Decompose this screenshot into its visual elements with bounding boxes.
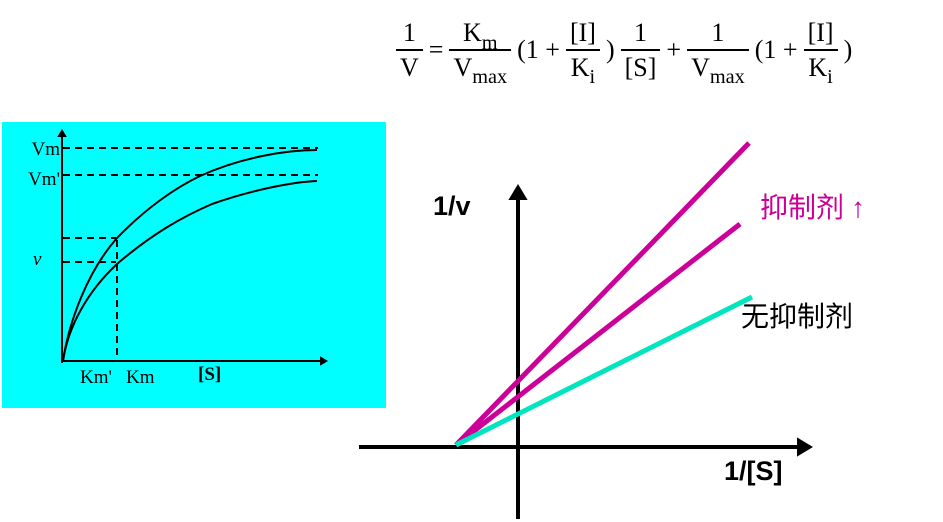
km-base: K: [463, 18, 482, 48]
plus-sign: +: [666, 35, 682, 64]
y-axis-arrowhead-icon: [57, 129, 67, 137]
eq-vmax: Vmax: [449, 51, 511, 89]
km-subscript: m: [481, 32, 498, 55]
eq-ki: Ki: [566, 51, 600, 89]
equals-sign: =: [428, 35, 444, 64]
fraction-km-over-vmax: Km Vmax: [449, 18, 512, 89]
y-axis-arrowhead-icon: [508, 184, 528, 200]
substrate-axis-label: [S]: [198, 364, 222, 385]
saturation-curve-1: [62, 180, 318, 362]
eq-lhs-numerator: 1: [396, 18, 423, 51]
inhibitor-legend-label: 抑制剂 ↑: [760, 193, 866, 224]
fraction-1-over-vmax: 1 Vmax: [687, 18, 749, 89]
x-axis-arrowhead-icon: [797, 437, 813, 457]
fraction-I-over-Ki: [I] Ki: [565, 18, 600, 89]
km-prime-label: Km': [80, 367, 112, 388]
fraction-I-over-Ki-2: [I] Ki: [803, 18, 838, 89]
vmax2-base: V: [691, 52, 710, 82]
reciprocal-line-0: [454, 141, 751, 447]
fraction-1-over-S: 1 [S]: [620, 18, 661, 82]
ki2-base: K: [808, 52, 828, 82]
close-paren: ): [605, 35, 615, 64]
vm-prime-label: Vm': [28, 169, 60, 190]
michaelis-menten-panel: Vm Vm' ν Km' Km [S]: [2, 122, 386, 408]
vmax-base: V: [453, 52, 473, 82]
eq-ki-2: Ki: [804, 51, 838, 89]
reciprocal-velocity-axis-label: 1/v: [433, 191, 471, 221]
eq-intercept-vmax: Vmax: [687, 51, 749, 89]
fraction-1-over-V: 1 V: [396, 18, 423, 82]
saturation-curve-0: [62, 149, 318, 362]
vm-label: Vm: [31, 139, 61, 160]
vmax-subscript: max: [472, 66, 508, 89]
eq-km: Km: [449, 18, 512, 54]
eq-inhibitor-conc-2: [I]: [803, 18, 838, 51]
rate-equation: 1 V = Km Vmax (1 + [I] Ki ) 1 [S] + 1 Vm…: [396, 2, 853, 98]
open-paren-1-plus: (1 +: [517, 35, 560, 64]
reciprocal-substrate-axis-label: 1/[S]: [724, 456, 783, 486]
no-inhibitor-legend-label: 无抑制剂: [741, 302, 854, 333]
reciprocal-line-1: [454, 222, 742, 447]
lineweaver-burk-chart: [359, 141, 813, 519]
ki2-subscript: i: [827, 66, 833, 89]
reciprocal-line-2: [454, 294, 754, 448]
open-paren-1-plus-2: (1 +: [754, 35, 798, 64]
eq-intercept-numerator: 1: [687, 18, 749, 51]
ki-subscript: i: [589, 66, 596, 89]
close-paren-2: ): [843, 35, 853, 64]
velocity-label: ν: [33, 249, 42, 270]
ki-base: K: [570, 52, 590, 82]
eq-lhs-denominator: V: [400, 52, 419, 82]
michaelis-menten-chart: [57, 129, 328, 366]
eq-s-denominator: [S]: [624, 52, 657, 82]
lineweaver-burk-panel: 1/v 1/[S] 抑制剂 ↑ 无抑制剂: [340, 130, 940, 522]
km-label: Km: [126, 367, 155, 388]
eq-s-numerator: 1: [620, 18, 661, 51]
vmax2-subscript: max: [709, 66, 745, 89]
x-axis-arrowhead-icon: [320, 356, 328, 366]
eq-inhibitor-conc: [I]: [565, 18, 600, 51]
